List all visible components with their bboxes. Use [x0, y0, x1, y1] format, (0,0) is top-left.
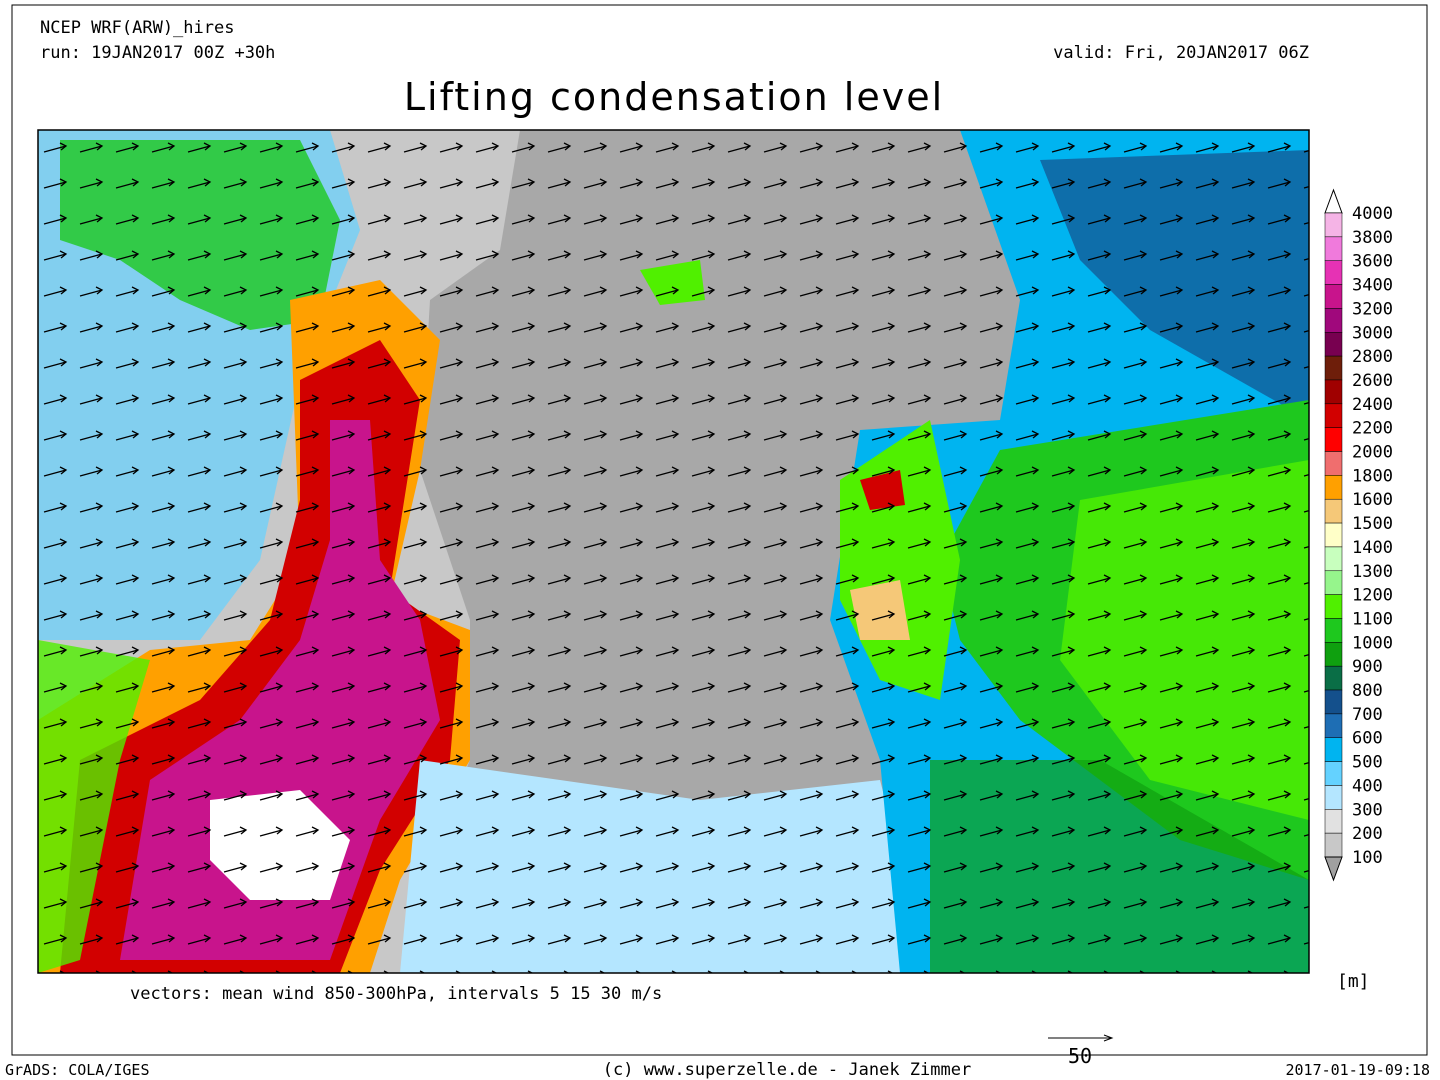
colorbar-box — [1324, 427, 1343, 452]
colorbar-label: 3000 — [1352, 323, 1393, 343]
colorbar-label: 1200 — [1352, 586, 1393, 606]
colorbar-box — [1324, 379, 1343, 405]
colorbar-box — [1324, 665, 1343, 691]
colorbar-box — [1324, 737, 1343, 762]
colorbar-label: 600 — [1352, 729, 1383, 749]
colorbar-box — [1324, 308, 1343, 333]
colorbar-box — [1324, 212, 1343, 238]
page-frame — [11, 4, 1428, 1056]
map-frame — [37, 129, 1310, 974]
colorbar-label: 500 — [1352, 753, 1383, 773]
colorbar-unit: [m] — [1337, 971, 1370, 992]
colorbar-label: 3600 — [1352, 252, 1393, 272]
colorbar-label: 3400 — [1352, 276, 1393, 296]
model-label: NCEP WRF(ARW)_hires — [40, 18, 234, 38]
colorbar-label: 400 — [1352, 776, 1383, 796]
colorbar-label: 700 — [1352, 705, 1383, 725]
colorbar-box — [1324, 570, 1343, 595]
map-title: Lifting condensation level — [404, 75, 944, 119]
colorbar-box — [1324, 236, 1343, 261]
colorbar-label: 200 — [1352, 824, 1383, 844]
run-label: run: 19JAN2017 00Z +30h — [40, 43, 275, 63]
colorbar-label: 3800 — [1352, 228, 1393, 248]
colorbar-label: 1300 — [1352, 562, 1393, 582]
colorbar-label: 3200 — [1352, 299, 1393, 319]
colorbar-box — [1324, 546, 1343, 572]
colorbar-label: 1800 — [1352, 466, 1393, 486]
colorbar-above — [1324, 188, 1343, 214]
colorbar-label: 2200 — [1352, 419, 1393, 439]
vectors-note: vectors: mean wind 850-300hPa, intervals… — [130, 984, 662, 1004]
colorbar-box — [1324, 832, 1343, 858]
colorbar-box — [1324, 785, 1343, 810]
colorbar-below — [1324, 856, 1343, 882]
colorbar-box — [1324, 403, 1343, 428]
colorbar-box — [1324, 689, 1343, 715]
colorbar-box — [1324, 642, 1343, 667]
colorbar-label: 1600 — [1352, 490, 1393, 510]
colorbar-label: 2000 — [1352, 443, 1393, 463]
colorbar-box — [1324, 260, 1343, 285]
colorbar-box — [1324, 618, 1343, 643]
map — [38, 130, 1309, 973]
colorbar-box — [1324, 284, 1343, 309]
colorbar-box — [1324, 475, 1343, 500]
colorbar-label: 1100 — [1352, 609, 1393, 629]
footer-credit: (c) www.superzelle.de - Janek Zimmer — [603, 1060, 971, 1080]
colorbar-box — [1324, 713, 1343, 738]
colorbar: 4000 3800 3600 3400 3200 3000 2800 2600 2400 2200… — [1324, 188, 1393, 882]
reference-vector: 50 — [1048, 1034, 1114, 1068]
colorbar-box — [1324, 451, 1343, 476]
colorbar-label: 1500 — [1352, 514, 1393, 534]
colorbar-box — [1324, 498, 1343, 524]
colorbar-box — [1324, 761, 1343, 786]
colorbar-label: 900 — [1352, 657, 1383, 677]
colorbar-label: 800 — [1352, 681, 1383, 701]
footer-timestamp: 2017-01-19-09:18 — [1286, 1061, 1431, 1079]
colorbar-label: 4000 — [1352, 204, 1393, 224]
colorbar-box — [1324, 594, 1343, 619]
colorbar-label: 2800 — [1352, 347, 1393, 367]
colorbar-label: 1400 — [1352, 538, 1393, 558]
colorbar-box — [1324, 522, 1343, 548]
colorbar-box — [1324, 332, 1343, 357]
reference-arrowhead — [1103, 1034, 1114, 1042]
footer-software: GrADS: COLA/IGES — [5, 1061, 150, 1079]
colorbar-label: 2600 — [1352, 371, 1393, 391]
colorbar-label: 1000 — [1352, 633, 1393, 653]
valid-label: valid: Fri, 20JAN2017 06Z — [1053, 43, 1309, 63]
colorbar-box — [1324, 809, 1343, 834]
colorbar-label: 100 — [1352, 848, 1383, 868]
colorbar-label: 300 — [1352, 800, 1383, 820]
reference-label: 50 — [1068, 1044, 1092, 1068]
colorbar-box — [1324, 355, 1343, 381]
colorbar-label: 2400 — [1352, 395, 1393, 415]
